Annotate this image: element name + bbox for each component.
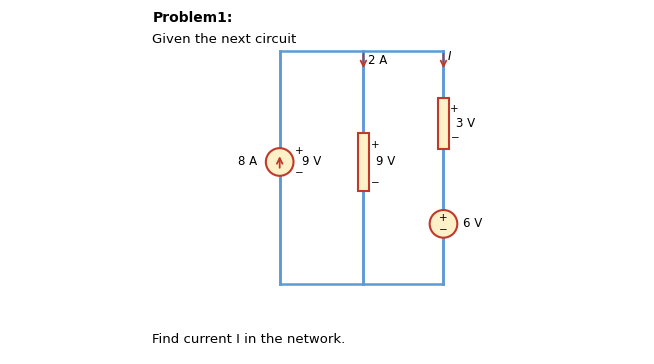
- Circle shape: [430, 210, 457, 238]
- Bar: [438, 98, 449, 149]
- Text: Given the next circuit: Given the next circuit: [152, 33, 296, 46]
- Text: −: −: [296, 168, 304, 178]
- Text: 9 V: 9 V: [376, 155, 396, 169]
- Text: +: +: [439, 213, 448, 223]
- Text: Problem1:: Problem1:: [152, 11, 233, 25]
- Text: −: −: [371, 178, 379, 188]
- Text: −: −: [451, 132, 459, 143]
- Text: 9 V: 9 V: [301, 155, 320, 169]
- Text: +: +: [296, 146, 304, 156]
- Circle shape: [266, 148, 294, 176]
- Text: +: +: [371, 139, 379, 150]
- Text: 2 A: 2 A: [368, 54, 387, 67]
- Text: Find current I in the network.: Find current I in the network.: [152, 333, 345, 346]
- Text: I: I: [448, 50, 451, 63]
- Text: 6 V: 6 V: [463, 217, 482, 230]
- Text: 8 A: 8 A: [237, 155, 257, 169]
- Text: −: −: [439, 225, 448, 235]
- Text: +: +: [451, 104, 459, 114]
- Bar: [358, 133, 369, 191]
- Text: 3 V: 3 V: [456, 117, 475, 130]
